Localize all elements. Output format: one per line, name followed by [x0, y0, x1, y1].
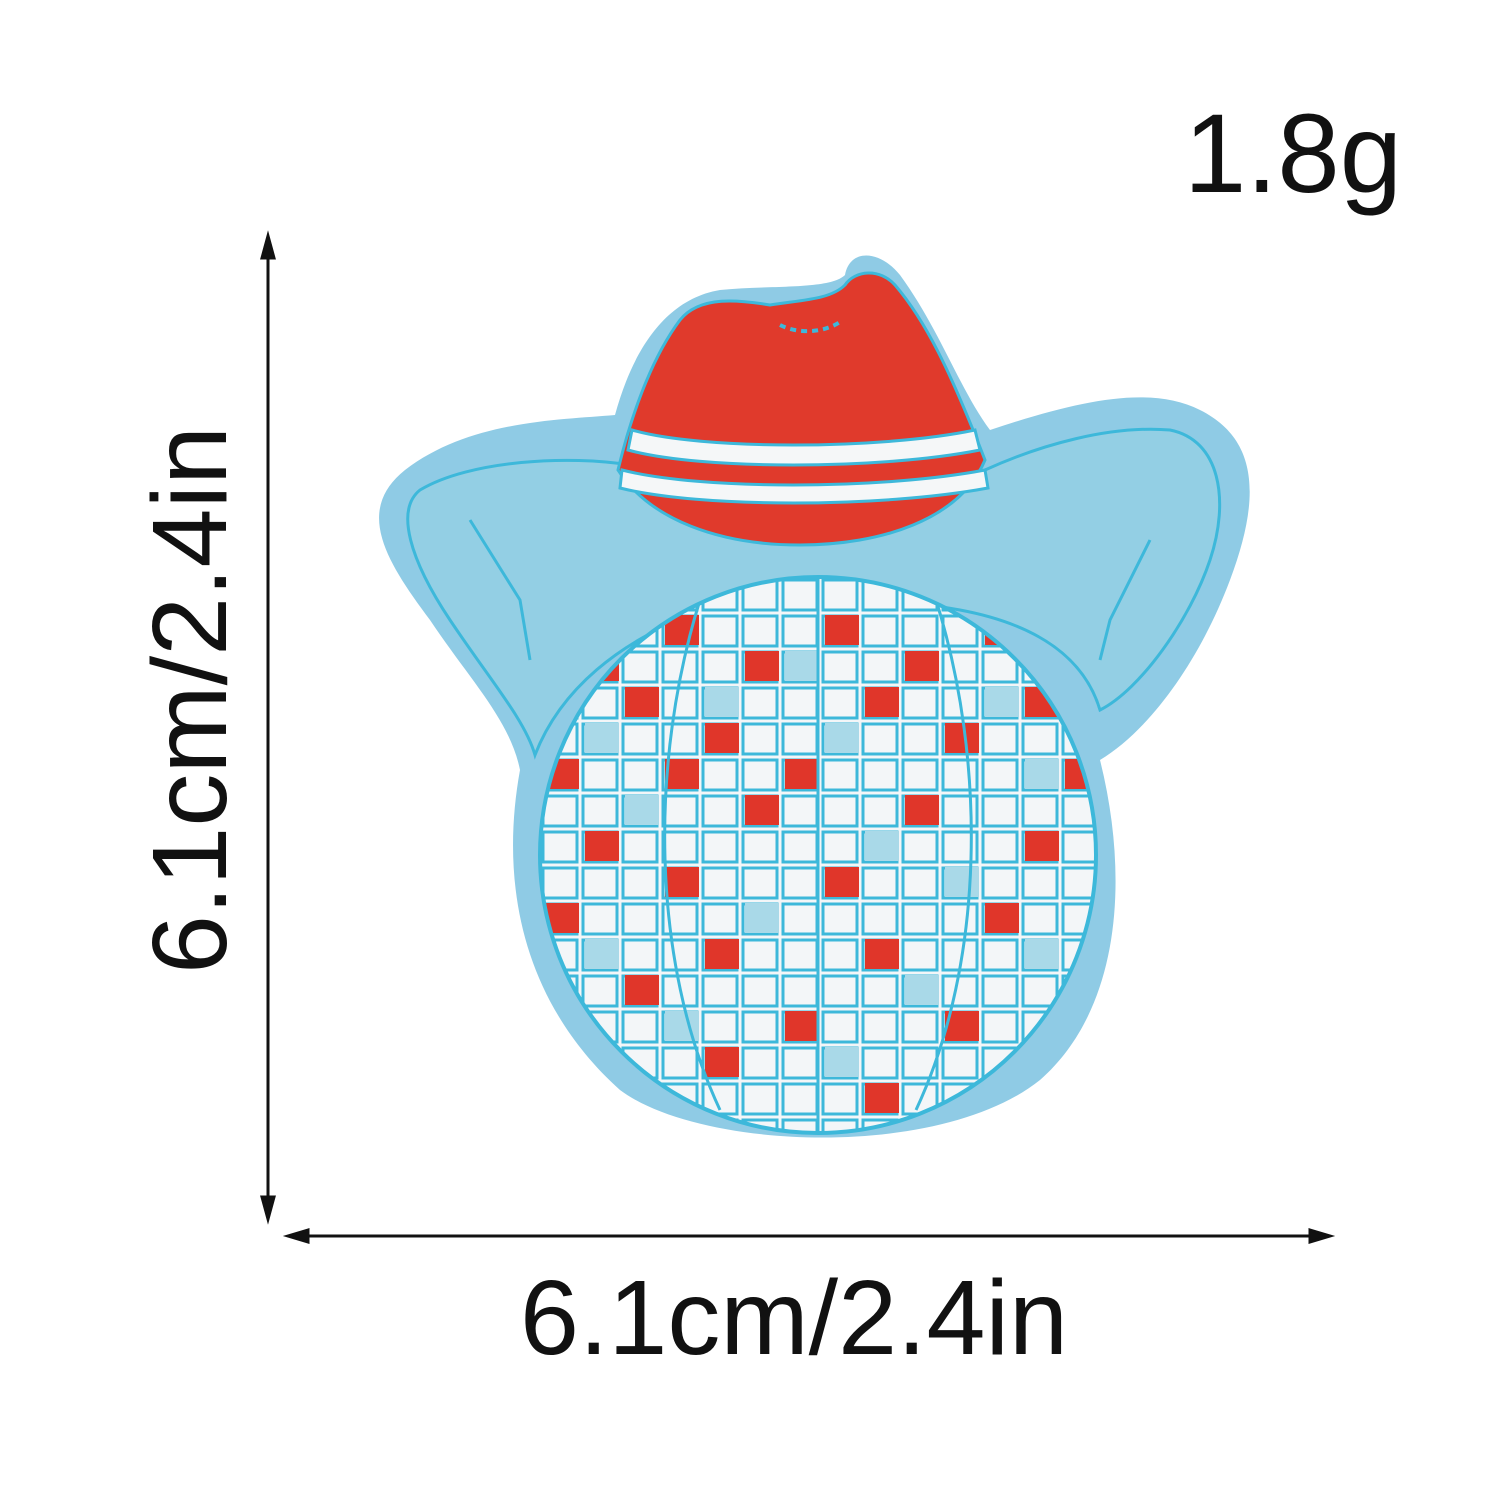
disco-ball-red-tiles [545, 615, 1096, 1113]
disco-ball [540, 577, 1096, 1133]
horizontal-dimension-arrow [282, 1227, 1336, 1245]
height-dimension-label: 6.1cm/2.4in [131, 426, 249, 974]
weight-label: 1.8g [1184, 91, 1402, 216]
brim-stitch-left [468, 519, 532, 661]
disco-ball-meridians [663, 577, 973, 1133]
disco-ball-blue-tiles [585, 651, 1059, 1077]
hat-band-stripe-1 [626, 428, 982, 467]
disco-ball-outline [538, 575, 1098, 1135]
width-dimension-label: 6.1cm/2.4in [520, 1259, 1068, 1377]
hat-crown-dent [779, 320, 842, 334]
vertical-dimension-arrow [260, 230, 276, 1225]
hat-band-stripe-2 [618, 468, 990, 505]
hat-crown [616, 271, 987, 547]
brim-stitch-right [1098, 539, 1152, 661]
